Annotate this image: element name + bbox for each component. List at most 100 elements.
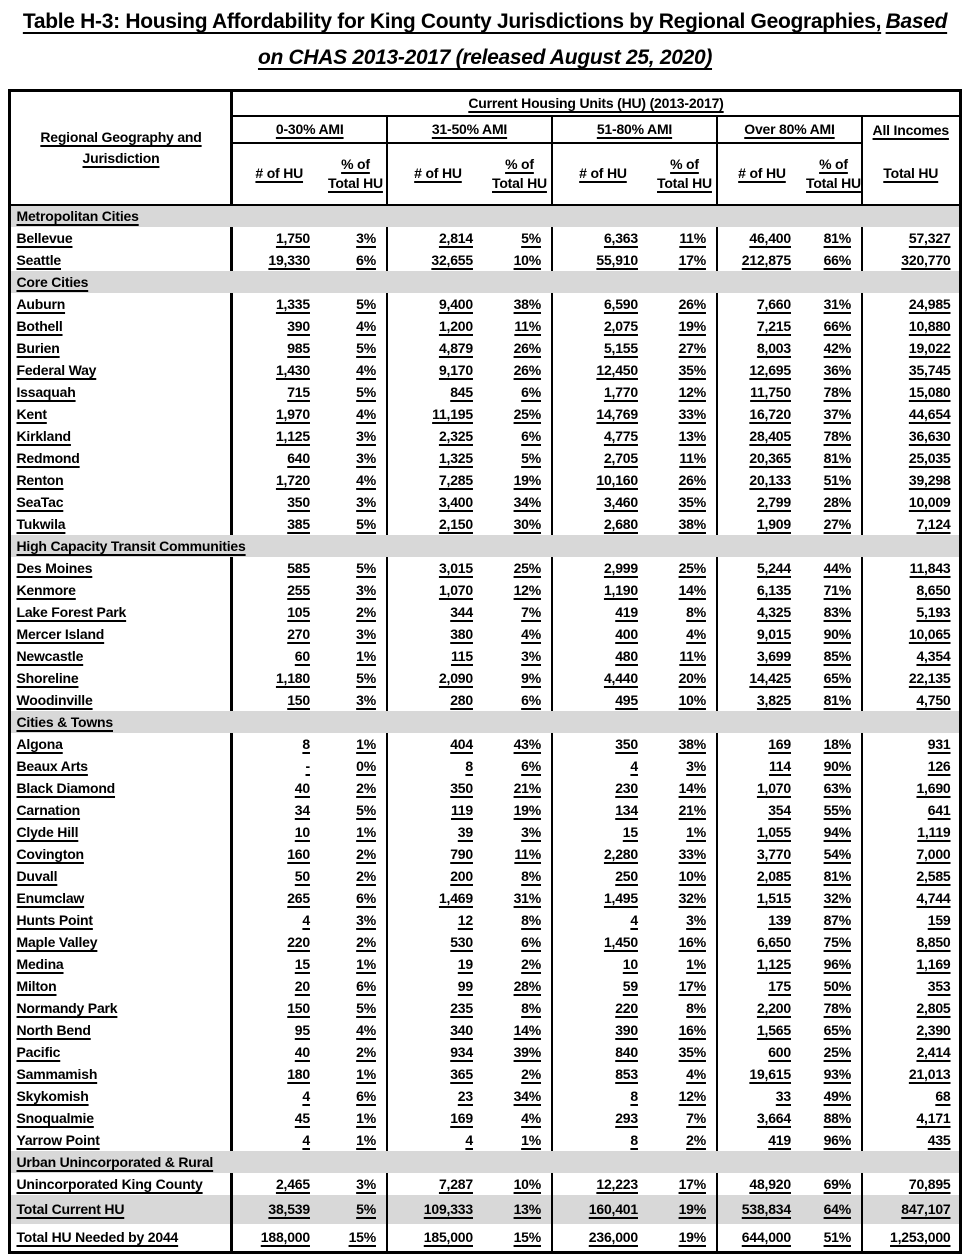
cell-text: 19 xyxy=(457,955,473,972)
hu-count-cell: 16,720 xyxy=(717,403,806,425)
table-row: Unincorporated King County 2,465 3% 7,287 10… xyxy=(9,1172,960,1195)
cell-text: 530 xyxy=(450,933,473,950)
jurisdiction-cell: Covington xyxy=(9,842,234,865)
hu-percent-cell: 1% xyxy=(324,1128,388,1151)
hu-count-cell: 12,695 xyxy=(717,359,806,381)
cell-text: 16% xyxy=(678,1021,707,1038)
cell-text: 350 xyxy=(615,735,638,752)
hu-count-cell: 19,330 xyxy=(232,249,325,271)
cell-text: 115 xyxy=(450,647,473,664)
hu-percent-cell: 65% xyxy=(805,1018,863,1041)
hu-percent-cell: 3% xyxy=(324,226,388,249)
cell-text: 19% xyxy=(513,801,542,818)
cell-text: 4,744 xyxy=(916,889,951,906)
hu-percent-cell: 1% xyxy=(324,644,388,667)
table-row: Kent 1,970 4% 11,195 25% 14,769 33% 16,720 37% 44… xyxy=(9,402,960,425)
hu-count-cell: 419 xyxy=(717,1129,806,1151)
cell-text: 7,215 xyxy=(756,317,791,334)
cell-text: 3% xyxy=(356,229,376,246)
hu-count-cell: 20,133 xyxy=(717,469,806,491)
hu-percent-cell: 17% xyxy=(652,1172,718,1195)
cell-text: 8% xyxy=(686,603,706,620)
hu-count-cell: 23 xyxy=(387,1085,488,1107)
jurisdiction-cell: Yarrow Point xyxy=(9,1128,234,1151)
hu-percent-cell: 37% xyxy=(805,402,863,425)
hu-count-cell: 3,460 xyxy=(552,491,653,513)
hu-count-header-text: # of HU xyxy=(414,165,462,182)
cell-text: 385 xyxy=(287,515,310,532)
hu-count-cell: 169 xyxy=(387,1107,488,1129)
cell-text: 51% xyxy=(823,471,852,488)
cell-text: 6,363 xyxy=(603,229,638,246)
hu-count-cell: 8 xyxy=(232,733,325,755)
hu-percent-cell: 81% xyxy=(805,446,863,469)
hu-percent-cell: 25% xyxy=(487,402,553,425)
cell-text: 5,244 xyxy=(756,559,791,576)
cell-text: 4% xyxy=(686,1065,706,1082)
hu-percent-cell: 4% xyxy=(324,468,388,491)
cell-text: 19% xyxy=(678,317,707,334)
jurisdiction-cell: Bellevue xyxy=(9,226,234,249)
cell-text: 5% xyxy=(356,559,376,576)
cell-text: 3% xyxy=(356,581,376,598)
ami-0-30-text: 0-30% AMI xyxy=(275,121,344,137)
total-hu-cell: 15,080 xyxy=(862,381,960,403)
jurisdiction-cell: Kent xyxy=(9,402,234,425)
total-hu-cell: 2,414 xyxy=(862,1041,960,1063)
cell-text: 70,895 xyxy=(908,1175,951,1192)
hu-percent-cell: 5% xyxy=(324,292,388,315)
hu-percent-cell: 6% xyxy=(487,380,553,403)
table-row: Milton 20 6% 99 28% 59 17% 175 50% 353 xyxy=(9,974,960,997)
hu-percent-cell: 6% xyxy=(487,688,553,711)
cell-text: 114 xyxy=(768,757,791,774)
cell-text: 71% xyxy=(823,581,852,598)
cell-text: 6% xyxy=(521,757,541,774)
cell-text: 3,825 xyxy=(756,691,791,708)
jurisdiction-cell: North Bend xyxy=(9,1018,234,1041)
all-incomes-text: All Incomes xyxy=(872,121,950,138)
cell-text: 78% xyxy=(823,383,852,400)
header-row-ami-groups: 0-30% AMI 31-50% AMI 51-80% AMI Over 80%… xyxy=(10,115,960,144)
hu-count-cell: 480 xyxy=(552,645,653,667)
cell-text: 1,565 xyxy=(756,1021,791,1038)
cell-text: 1,430 xyxy=(275,361,310,378)
hu-percent-cell: 19% xyxy=(652,314,718,337)
cell-text: Sammamish xyxy=(16,1065,98,1082)
hu-count-cell: 340 xyxy=(387,1019,488,1041)
cell-text: 2,999 xyxy=(603,559,638,576)
cell-text: 25% xyxy=(678,559,707,576)
total-hu-cell: 7,124 xyxy=(862,513,960,535)
cell-text: 9,170 xyxy=(438,361,473,378)
jurisdiction-cell: Tukwila xyxy=(9,512,234,535)
cell-text: 99 xyxy=(457,977,473,994)
cell-text: 344 xyxy=(450,603,473,620)
cell-text: Core Cities xyxy=(16,273,89,290)
cell-text: 1,720 xyxy=(275,471,310,488)
total-hu-cell: 2,585 xyxy=(862,865,960,887)
hu-count-cell: 4 xyxy=(232,909,325,931)
cell-text: 25,035 xyxy=(908,449,951,466)
total-hu-cell: 44,654 xyxy=(862,403,960,425)
cell-text: 10% xyxy=(513,251,542,268)
hu-count-cell: 9,170 xyxy=(387,359,488,381)
cell-text: 33% xyxy=(678,845,707,862)
cell-text: 7,287 xyxy=(438,1175,473,1192)
cell-text: 150 xyxy=(287,691,310,708)
hu-percent-cell: 1% xyxy=(324,1106,388,1129)
hu-percent-cell: 17% xyxy=(652,248,718,271)
table-row: Algona 8 1% 404 43% 350 38% 169 18% 931 xyxy=(9,732,960,755)
hu-count-cell: 3,015 xyxy=(387,557,488,579)
cell-text: 7% xyxy=(521,603,541,620)
cell-text: 4,325 xyxy=(756,603,791,620)
cell-text: Algona xyxy=(16,735,63,752)
hu-percent-cell: 34% xyxy=(487,490,553,513)
cell-text: 5% xyxy=(356,999,376,1016)
cell-text: 31% xyxy=(513,889,542,906)
cell-text: 6% xyxy=(356,251,376,268)
cell-text: 1,180 xyxy=(275,669,310,686)
hu-percent-cell: 9% xyxy=(487,666,553,689)
hu-count-cell: 200 xyxy=(387,865,488,887)
hu-count-cell: 404 xyxy=(387,733,488,755)
cell-text: 14,769 xyxy=(596,405,638,422)
hu-percent-cell: 14% xyxy=(652,776,718,799)
